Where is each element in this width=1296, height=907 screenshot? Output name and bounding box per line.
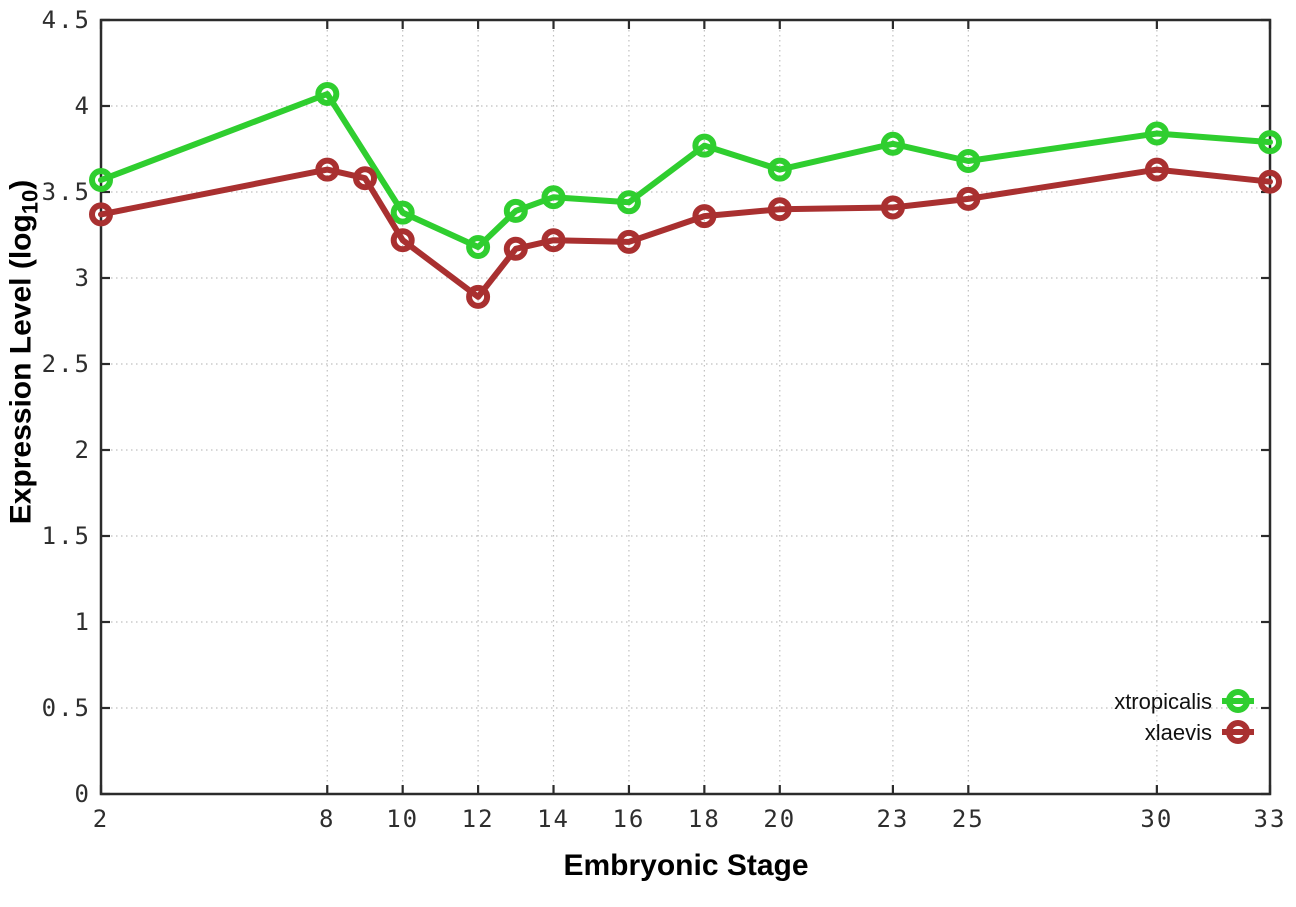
y-axis-title-close: ): [4, 179, 38, 190]
x-axis-title: Embryonic Stage: [563, 849, 809, 882]
legend-marker-xtropicalis: [1226, 689, 1250, 713]
x-tick-label: 30: [1140, 805, 1173, 833]
data-point-xlaevis: [616, 229, 641, 254]
y-tick-label: 1.5: [42, 522, 91, 550]
data-point-xlaevis: [767, 197, 792, 222]
data-point-xtropicalis: [1258, 130, 1282, 155]
y-tick-label: 3.5: [42, 178, 91, 206]
data-point-xtropicalis: [315, 82, 340, 106]
x-tick-label: 25: [952, 805, 985, 833]
x-tick-label: 20: [763, 805, 796, 833]
data-point-xlaevis: [692, 204, 717, 229]
x-tick-label: 18: [688, 805, 721, 833]
data-point-xtropicalis: [541, 185, 566, 210]
y-tick-label: 4.5: [42, 6, 91, 34]
y-axis-title-text: Expression Level (log: [4, 214, 38, 525]
data-point-xlaevis: [956, 186, 981, 211]
x-tick-label: 10: [386, 805, 419, 833]
y-tick-label: 0.5: [42, 694, 91, 722]
data-point-xtropicalis: [767, 157, 792, 182]
data-point-xlaevis: [541, 228, 566, 253]
data-point-xtropicalis: [956, 149, 981, 173]
x-tick-label: 2: [93, 805, 109, 833]
data-point-xtropicalis: [390, 200, 415, 225]
data-point-xtropicalis: [503, 198, 528, 223]
x-tick-label: 16: [612, 805, 645, 833]
data-point-xlaevis: [503, 236, 528, 261]
legend-label-xtropicalis: xtropicalis: [1114, 689, 1212, 714]
data-point-xtropicalis: [880, 131, 905, 156]
series-line-xtropicalis: [98, 91, 1273, 250]
x-tick-label: 12: [462, 805, 495, 833]
y-tick-label: 1: [75, 608, 91, 636]
data-point-xlaevis: [466, 284, 491, 309]
legend-marker-xlaevis: [1226, 720, 1250, 744]
y-tick-label: 3: [75, 264, 91, 292]
plot-border: [99, 18, 1272, 796]
y-tick-label: 4: [75, 92, 91, 120]
data-point-xlaevis: [1258, 169, 1282, 194]
data-point-xtropicalis: [692, 133, 717, 158]
data-point-xlaevis: [390, 228, 415, 253]
data-point-xtropicalis: [466, 235, 491, 259]
data-point-xtropicalis: [1144, 121, 1169, 146]
data-point-xlaevis: [89, 202, 113, 227]
series-line-xlaevis: [98, 166, 1273, 300]
x-tick-label: 8: [319, 805, 335, 833]
data-point-xtropicalis: [89, 168, 113, 192]
x-tick-label: 33: [1254, 805, 1287, 833]
x-tick-label: 23: [876, 805, 909, 833]
y-axis-title-subscript: 10: [17, 189, 43, 215]
data-point-xlaevis: [880, 195, 905, 220]
data-point-xlaevis: [353, 166, 377, 191]
data-point-xtropicalis: [616, 190, 641, 215]
y-tick-label: 2.5: [42, 350, 91, 378]
y-axis-title: Expression Level (log10): [5, 180, 44, 525]
y-tick-label: 2: [75, 436, 91, 464]
x-tick-label: 14: [537, 805, 570, 833]
legend-label-xlaevis: xlaevis: [1145, 720, 1212, 745]
data-point-xlaevis: [315, 157, 340, 182]
y-tick-label: 0: [75, 780, 91, 808]
data-point-xlaevis: [1144, 157, 1169, 182]
